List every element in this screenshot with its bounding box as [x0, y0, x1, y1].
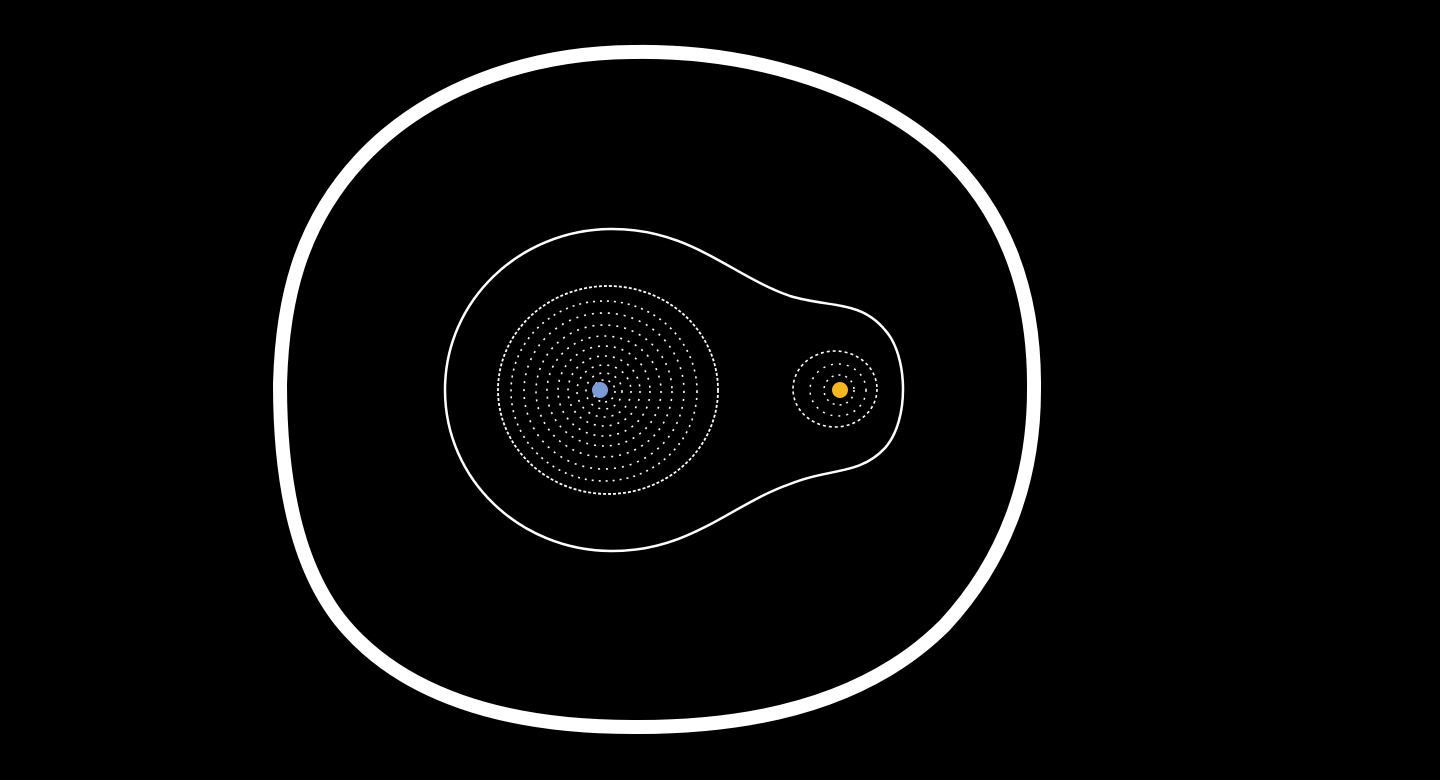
secondary-body-marker[interactable]	[832, 382, 848, 398]
common-envelope-contour	[443, 227, 905, 553]
secondary-lobe-rings	[792, 350, 878, 428]
secondary-inner-ring	[823, 374, 855, 406]
primary-inner-ring	[567, 355, 641, 427]
primary-body-marker[interactable]	[592, 382, 608, 398]
primary-inner-ring	[523, 312, 685, 470]
primary-inner-ring	[546, 335, 662, 447]
primary-inner-ring	[592, 379, 616, 403]
primary-inner-ring	[576, 364, 632, 418]
primary-lobe-rings	[497, 285, 719, 495]
secondary-inner-ring	[809, 363, 867, 417]
primary-inner-ring	[585, 372, 623, 410]
primary-inner-ring	[557, 345, 651, 437]
primary-lobe-contour	[497, 285, 719, 495]
outer-boundary-contour	[272, 44, 1042, 735]
secondary-lobe-contour	[792, 350, 878, 428]
primary-inner-ring	[535, 324, 673, 458]
primary-inner-ring	[510, 300, 698, 482]
